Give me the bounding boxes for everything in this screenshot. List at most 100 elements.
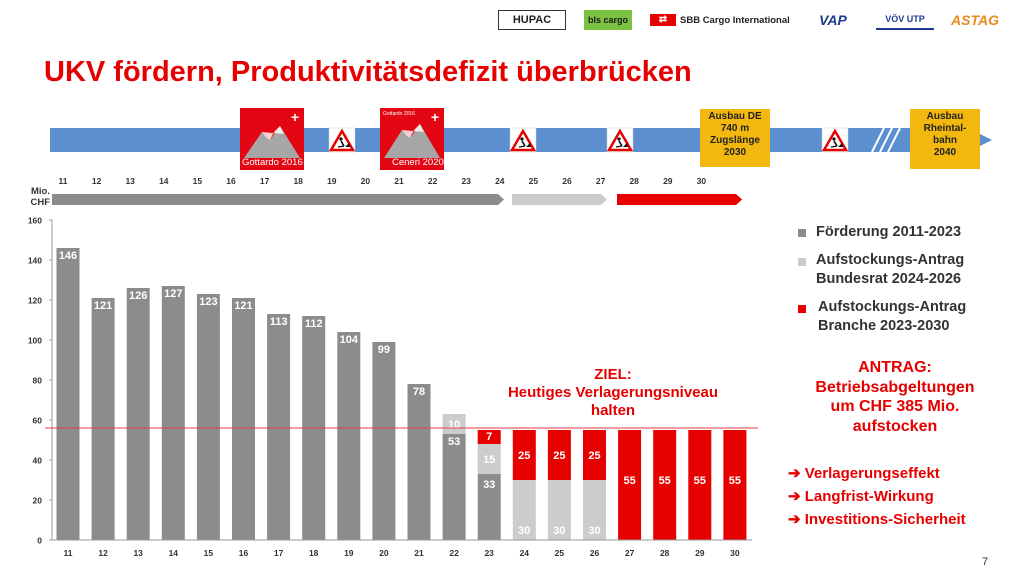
y-tick-label: 140	[28, 256, 42, 266]
gottardo-mountain-icon: +	[244, 109, 300, 158]
construction-sign-worker-shovel	[830, 145, 838, 148]
bar-value-label: 25	[518, 450, 530, 462]
construction-sign-worker-head	[617, 137, 621, 141]
bar-segment	[267, 314, 291, 540]
bar-value-label: 121	[94, 300, 112, 312]
construction-sign-pile	[526, 143, 531, 147]
construction-sign-icon	[328, 127, 356, 153]
timeline-year-label: 19	[327, 176, 337, 186]
antrag-note: ANTRAG: Betriebsabgeltungen um CHF 385 M…	[790, 358, 1000, 436]
bar-value-label: 30	[553, 525, 565, 537]
bar-value-label: 55	[659, 475, 671, 487]
hupac-logo-text: HUPAC	[512, 14, 552, 26]
x-tick-label: 11	[64, 548, 73, 558]
bar-value-label: 7	[486, 431, 492, 443]
y-tick-label: 120	[28, 296, 42, 306]
vov-utp-logo: VÖV UTP	[876, 10, 934, 30]
timeline-year-label: 13	[125, 176, 135, 186]
construction-sign-pile	[838, 143, 843, 147]
y-tick-label: 100	[28, 336, 42, 346]
timeline-year-label: 26	[562, 176, 572, 186]
hupac-logo: HUPAC	[498, 10, 566, 30]
bar-value-label: 53	[448, 436, 460, 448]
construction-sign-worker-head	[520, 137, 524, 141]
bar-segment	[372, 342, 396, 540]
timeline-year-label: 14	[159, 176, 169, 186]
bar-segment	[407, 384, 431, 540]
timeline-year-label: 29	[663, 176, 673, 186]
bar-value-label: 104	[340, 334, 359, 346]
bar-value-label: 25	[588, 450, 600, 462]
x-tick-label: 26	[590, 548, 600, 558]
bar-segment	[477, 430, 501, 444]
construction-sign-pile	[345, 143, 350, 147]
timeline-year-label: 11	[59, 176, 68, 186]
x-tick-label: 17	[274, 548, 284, 558]
x-tick-label: 13	[133, 548, 143, 558]
timeline-year-label: 12	[92, 176, 102, 186]
legend-swatch-branche	[798, 305, 806, 313]
x-tick-label: 23	[484, 548, 494, 558]
bullet-langfrist-wirkung: ➔ Langfrist-Wirkung	[788, 488, 934, 505]
bar-segment	[126, 288, 150, 540]
construction-sign-icon	[509, 127, 537, 153]
y-tick-label: 0	[37, 536, 42, 546]
construction-sign-worker-shovel	[518, 145, 526, 148]
bar-value-label: 30	[588, 525, 600, 537]
x-tick-label: 21	[414, 548, 424, 558]
timeline-year-label: 23	[461, 176, 471, 186]
timeline-year-label: 15	[193, 176, 203, 186]
x-tick-label: 20	[379, 548, 389, 558]
timeline-year-label: 24	[495, 176, 505, 186]
bar-value-label: 33	[483, 479, 495, 491]
x-tick-label: 14	[169, 548, 179, 558]
bar-value-label: 55	[694, 475, 706, 487]
construction-sign-worker-body	[618, 140, 623, 147]
bar-value-label: 113	[270, 316, 288, 328]
x-tick-label: 19	[344, 548, 354, 558]
period-arrow-foerderung	[52, 194, 504, 205]
legend-item-branche: Aufstockungs-Antrag Branche 2023-2030	[818, 298, 966, 336]
milestone-rheintal-line-2: Rheintal-	[923, 123, 967, 134]
page-number: 7	[982, 556, 989, 568]
construction-sign-worker-shovel	[615, 145, 623, 148]
page-title: UKV fördern, Produktivitätsdefizit überb…	[44, 56, 692, 88]
gottardo-badge: + Gottardo 2016	[240, 108, 304, 170]
bar-value-label: 55	[623, 475, 635, 487]
milestone-de-line-1: Ausbau DE	[708, 111, 762, 122]
bar-segment	[442, 414, 466, 434]
ceneri-badge: + Gottardo 2016 Ceneri 2020	[380, 108, 444, 170]
astag-logo: ASTAG	[950, 10, 1000, 30]
bar-value-label: 123	[199, 296, 217, 308]
milestone-rheintal-line-3: bahn	[933, 135, 957, 146]
x-tick-label: 27	[625, 548, 635, 558]
astag-logo-text: ASTAG	[951, 12, 999, 28]
bar-value-label: 30	[518, 525, 530, 537]
bar-segment	[512, 430, 536, 480]
sbb-cargo-logo-text: SBB Cargo International	[680, 14, 790, 26]
bar-segment	[477, 474, 501, 540]
bar-value-label: 112	[305, 318, 323, 330]
legend-swatch-foerderung	[798, 229, 806, 237]
period-arrow-branche	[617, 194, 742, 205]
bar-value-label: 25	[553, 450, 565, 462]
ceneri-mountain-icon: +	[384, 109, 440, 158]
x-tick-label: 15	[204, 548, 214, 558]
goal-note-line-3: halten	[590, 402, 636, 419]
timeline-break-marks	[871, 127, 901, 153]
antrag-note-line-2: Betriebsabgeltungen	[815, 378, 975, 396]
x-tick-label: 18	[309, 548, 319, 558]
vov-utp-logo-text: VÖV UTP	[885, 14, 925, 24]
timeline-year-labels: 11 12 13 14 15 16 17 18 19 20 21 22 23 24 25 26 27 28 29 30	[59, 176, 707, 186]
bar-value-label: 78	[413, 386, 425, 398]
y-tick-label: 40	[33, 456, 43, 466]
bars: 146 121 126 127 123 121 113 112 104 99 78 53 10 33 15 7…	[56, 248, 747, 540]
gottardo-label: Gottardo 2016	[242, 157, 303, 168]
legend-foerderung-text: Förderung 2011-2023	[816, 224, 962, 240]
bar-segment	[512, 480, 536, 540]
milestone-de-line-4: 2030	[723, 147, 747, 158]
antrag-note-line-3: um CHF 385 Mio.	[830, 398, 960, 415]
bullet-investitions-sicherheit: ➔ Investitions-Sicherheit	[788, 511, 966, 528]
construction-sign-worker-head	[339, 137, 343, 141]
bar-segment	[232, 298, 255, 540]
